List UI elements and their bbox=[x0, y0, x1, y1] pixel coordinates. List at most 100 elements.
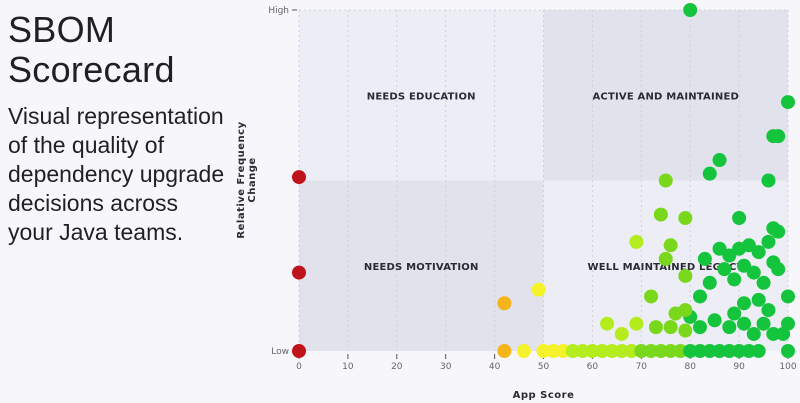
data-point[interactable] bbox=[717, 262, 732, 277]
data-point[interactable] bbox=[683, 3, 698, 17]
data-point[interactable] bbox=[722, 320, 737, 335]
data-point[interactable] bbox=[546, 344, 561, 358]
data-point[interactable] bbox=[751, 245, 766, 260]
data-point[interactable] bbox=[624, 344, 639, 358]
x-tick-label: 70 bbox=[636, 362, 648, 372]
data-point[interactable] bbox=[678, 323, 693, 338]
quadrants bbox=[299, 10, 788, 351]
data-point[interactable] bbox=[673, 344, 688, 358]
data-point[interactable] bbox=[771, 129, 786, 144]
data-point[interactable] bbox=[766, 326, 781, 341]
data-point[interactable] bbox=[585, 344, 600, 358]
data-point[interactable] bbox=[761, 303, 776, 318]
data-point[interactable] bbox=[516, 344, 531, 358]
data-point[interactable] bbox=[746, 265, 761, 280]
x-tick-label: 60 bbox=[587, 362, 599, 372]
data-point[interactable] bbox=[644, 344, 659, 358]
data-point[interactable] bbox=[556, 344, 571, 358]
data-point[interactable] bbox=[648, 320, 663, 335]
data-point[interactable] bbox=[292, 344, 306, 358]
title-line-1: SBOM bbox=[8, 9, 116, 50]
data-point[interactable] bbox=[781, 344, 795, 358]
data-point[interactable] bbox=[722, 248, 737, 263]
data-point[interactable] bbox=[751, 292, 766, 307]
data-point[interactable] bbox=[741, 344, 756, 358]
data-point[interactable] bbox=[751, 344, 766, 358]
x-tick-label: 0 bbox=[296, 362, 302, 372]
data-point[interactable] bbox=[756, 275, 771, 290]
data-point[interactable] bbox=[614, 344, 629, 358]
data-point[interactable] bbox=[663, 238, 678, 253]
data-point[interactable] bbox=[644, 289, 659, 304]
data-point[interactable] bbox=[761, 234, 776, 249]
data-point[interactable] bbox=[614, 326, 629, 341]
data-point[interactable] bbox=[702, 344, 717, 358]
data-point[interactable] bbox=[663, 320, 678, 335]
quadrant-label: NEEDS EDUCATION bbox=[367, 91, 476, 102]
data-point[interactable] bbox=[565, 344, 580, 358]
data-point[interactable] bbox=[634, 344, 649, 358]
data-point[interactable] bbox=[629, 234, 644, 249]
data-point[interactable] bbox=[692, 320, 707, 335]
data-point[interactable] bbox=[683, 344, 698, 358]
data-point[interactable] bbox=[732, 211, 747, 226]
title-line-2: Scorecard bbox=[8, 49, 175, 90]
x-axis-label: App Score bbox=[513, 390, 575, 401]
data-point[interactable] bbox=[678, 303, 693, 318]
data-point[interactable] bbox=[678, 211, 693, 226]
x-tick-label: 50 bbox=[538, 362, 550, 372]
data-point[interactable] bbox=[771, 224, 786, 239]
data-point[interactable] bbox=[722, 344, 737, 358]
data-point[interactable] bbox=[658, 173, 673, 188]
data-point[interactable] bbox=[756, 316, 771, 331]
data-point[interactable] bbox=[604, 344, 619, 358]
data-point[interactable] bbox=[653, 207, 668, 222]
data-point[interactable] bbox=[781, 289, 795, 304]
data-point[interactable] bbox=[736, 296, 751, 311]
data-point[interactable] bbox=[653, 344, 668, 358]
x-tick-label: 20 bbox=[391, 362, 403, 372]
data-point[interactable] bbox=[292, 170, 306, 185]
y-tick-low: Low bbox=[271, 347, 289, 357]
data-point[interactable] bbox=[600, 316, 615, 331]
x-tick-label: 40 bbox=[489, 362, 501, 372]
data-point[interactable] bbox=[692, 344, 707, 358]
data-point[interactable] bbox=[292, 265, 306, 280]
data-point[interactable] bbox=[697, 251, 712, 266]
data-point[interactable] bbox=[781, 316, 795, 331]
intro-panel: SBOM Scorecard Visual representation of … bbox=[8, 10, 228, 247]
data-point[interactable] bbox=[531, 282, 546, 297]
svg-text:Relative Frequency: Relative Frequency bbox=[236, 121, 247, 238]
data-point[interactable] bbox=[629, 316, 644, 331]
quadrant-needs-motivation bbox=[299, 180, 544, 351]
data-point[interactable] bbox=[536, 344, 551, 358]
y-tick-high: High bbox=[268, 6, 289, 16]
data-point[interactable] bbox=[497, 344, 512, 358]
data-point[interactable] bbox=[712, 344, 727, 358]
data-point[interactable] bbox=[663, 344, 678, 358]
data-point[interactable] bbox=[746, 326, 761, 341]
data-point[interactable] bbox=[575, 344, 590, 358]
data-point[interactable] bbox=[707, 313, 722, 328]
data-point[interactable] bbox=[497, 296, 512, 311]
data-point[interactable] bbox=[732, 344, 747, 358]
data-point[interactable] bbox=[692, 289, 707, 304]
data-point[interactable] bbox=[727, 272, 742, 287]
x-tick-label: 100 bbox=[779, 362, 796, 372]
data-point[interactable] bbox=[741, 238, 756, 253]
quadrant-label: ACTIVE AND MAINTAINED bbox=[592, 91, 739, 102]
data-point[interactable] bbox=[736, 316, 751, 331]
data-point[interactable] bbox=[712, 241, 727, 256]
data-point[interactable] bbox=[781, 95, 795, 110]
data-point[interactable] bbox=[712, 153, 727, 168]
data-point[interactable] bbox=[702, 275, 717, 290]
data-point[interactable] bbox=[658, 251, 673, 266]
quadrant-labels: NEEDS EDUCATION ACTIVE AND MAINTAINED NEED… bbox=[364, 91, 744, 273]
data-point[interactable] bbox=[771, 262, 786, 277]
data-point[interactable] bbox=[761, 173, 776, 188]
data-point[interactable] bbox=[736, 258, 751, 273]
data-point[interactable] bbox=[595, 344, 610, 358]
data-point[interactable] bbox=[702, 166, 717, 181]
data-point[interactable] bbox=[678, 268, 693, 283]
data-point[interactable] bbox=[727, 306, 742, 321]
